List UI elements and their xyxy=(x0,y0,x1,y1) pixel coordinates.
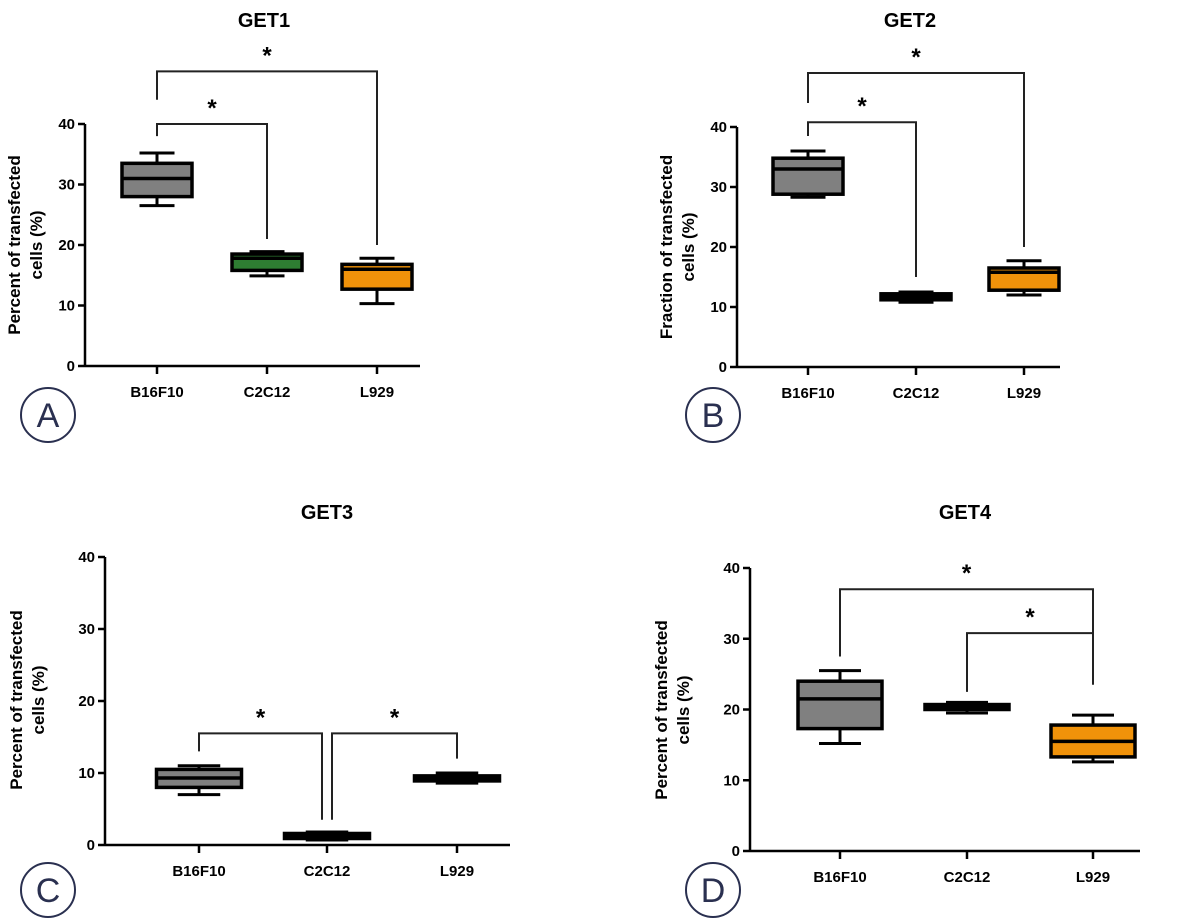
significance-star: * xyxy=(962,560,972,587)
y-axis-label: Percent of transfected cells (%) xyxy=(7,610,48,790)
y-axis-label: Percent of transfected cells (%) xyxy=(652,620,693,800)
significance-star: * xyxy=(911,44,921,71)
x-tick-label: B16F10 xyxy=(172,863,225,880)
chart-title: GET3 xyxy=(301,502,353,524)
significance-bracket xyxy=(807,121,917,277)
panel-letter-circle xyxy=(685,387,741,443)
box-c2c12 xyxy=(923,700,1011,715)
box-iqr xyxy=(771,156,845,196)
box-iqr xyxy=(796,679,884,731)
x-tick-label: B16F10 xyxy=(781,385,834,402)
panel-letter-circle xyxy=(685,862,741,918)
y-tick-label: 30 xyxy=(710,179,727,196)
panel-b: GET2 0 10 20 30 40 Fraction of transfected cell… xyxy=(657,10,1061,443)
y-tick-label: 10 xyxy=(78,765,95,782)
y-tick-label: 40 xyxy=(710,119,727,136)
significance-bracket xyxy=(156,70,378,245)
significance-star: * xyxy=(256,704,266,731)
y-tick-label: 40 xyxy=(58,116,75,133)
box-l929 xyxy=(987,259,1061,297)
panel-letter-circle xyxy=(20,862,76,918)
box-c2c12 xyxy=(230,250,304,278)
significance-bracket xyxy=(156,123,268,239)
x-tick-label: B16F10 xyxy=(813,869,866,886)
y-axis-label-line: cells (%) xyxy=(674,676,693,745)
y-tick-label: 0 xyxy=(87,837,95,854)
box-iqr xyxy=(230,252,304,273)
box-b16f10 xyxy=(154,764,244,797)
y-axis-label-line: cells (%) xyxy=(679,213,698,282)
panel-letter: D xyxy=(701,872,726,910)
y-tick-label: 20 xyxy=(78,693,95,710)
y-tick-label: 10 xyxy=(723,772,740,789)
x-tick-label: C2C12 xyxy=(944,869,991,886)
significance-bracket xyxy=(807,72,1025,247)
y-axis-label-line: cells (%) xyxy=(27,211,46,280)
panel-letter: C xyxy=(36,872,61,910)
panel-letter-circle xyxy=(20,387,76,443)
y-tick-label: 20 xyxy=(58,237,75,254)
y-tick-label: 20 xyxy=(723,702,740,719)
chart-title: GET1 xyxy=(238,10,290,32)
x-tick-label: L929 xyxy=(1007,385,1041,402)
significance-star: * xyxy=(1025,604,1035,631)
y-tick-label: 20 xyxy=(710,239,727,256)
x-tick-label: L929 xyxy=(440,863,474,880)
x-tick-label: C2C12 xyxy=(244,384,291,401)
y-axis-label: Percent of transfected cells (%) xyxy=(5,155,46,335)
y-tick-label: 0 xyxy=(67,358,75,375)
y-tick-label: 10 xyxy=(58,298,75,315)
panel-letter: B xyxy=(702,397,725,435)
y-axis-label: Fraction of transfected cells (%) xyxy=(657,155,698,339)
significance-star: * xyxy=(857,93,867,120)
x-tick-label: B16F10 xyxy=(130,384,183,401)
box-b16f10 xyxy=(120,151,194,208)
panel-a: GET1 0 10 20 30 40 Percent of transfected cells… xyxy=(5,10,420,443)
y-axis-label-line: cells (%) xyxy=(29,666,48,735)
chart-title: GET2 xyxy=(884,10,936,32)
y-axis-label-line: Percent of transfected xyxy=(652,620,671,800)
box-l929 xyxy=(412,771,502,785)
box-b16f10 xyxy=(771,149,845,199)
significance-star: * xyxy=(262,42,272,69)
y-axis-label-line: Fraction of transfected xyxy=(657,155,676,339)
box-b16f10 xyxy=(796,669,884,745)
y-tick-label: 30 xyxy=(78,621,95,638)
significance-star: * xyxy=(390,704,400,731)
panel-d: GET4 0 10 20 30 40 Percent of transfected cells… xyxy=(652,502,1140,918)
box-c2c12 xyxy=(282,830,372,842)
panel-letter: A xyxy=(37,397,60,435)
y-axis-label-line: Percent of transfected xyxy=(7,610,26,790)
y-tick-label: 30 xyxy=(723,631,740,648)
chart-title: GET4 xyxy=(939,502,992,524)
y-tick-label: 40 xyxy=(723,560,740,577)
y-axis-label-line: Percent of transfected xyxy=(5,155,24,335)
significance-bracket xyxy=(198,732,323,820)
significance-bracket xyxy=(966,632,1094,692)
x-tick-label: C2C12 xyxy=(304,863,351,880)
significance-star: * xyxy=(207,95,217,122)
y-tick-label: 30 xyxy=(58,177,75,194)
box-l929 xyxy=(340,256,414,306)
significance-bracket xyxy=(331,732,458,820)
x-tick-label: C2C12 xyxy=(893,385,940,402)
x-tick-label: L929 xyxy=(360,384,394,401)
y-tick-label: 0 xyxy=(719,359,727,376)
box-l929 xyxy=(1049,713,1137,764)
y-tick-label: 40 xyxy=(78,549,95,566)
y-tick-label: 10 xyxy=(710,299,727,316)
x-tick-label: L929 xyxy=(1076,869,1110,886)
panel-c: GET3 0 10 20 30 40 Percent of transfected cells… xyxy=(7,502,510,918)
box-c2c12 xyxy=(879,290,953,304)
y-tick-label: 0 xyxy=(732,843,740,860)
